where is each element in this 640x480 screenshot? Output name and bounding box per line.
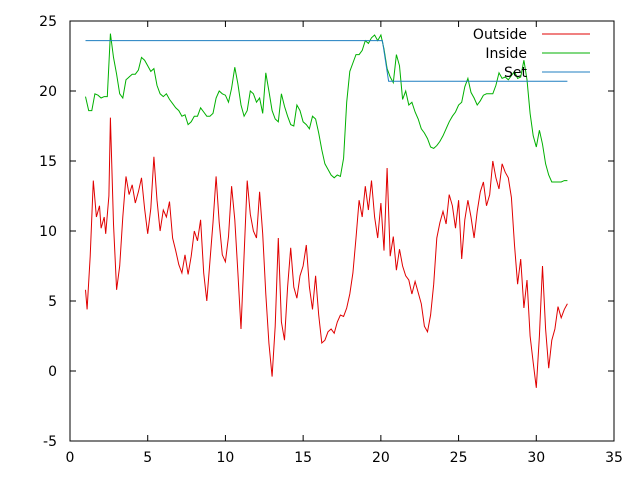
y-tick-label: 5 — [48, 294, 57, 310]
series-line-set — [85, 40, 568, 82]
x-tick-label: 0 — [66, 450, 75, 466]
series-line-inside — [85, 33, 568, 183]
x-axis: 0 5 10 15 20 25 30 35 — [66, 21, 623, 466]
y-axis: -5 0 5 10 15 20 25 — [39, 14, 614, 450]
x-tick-label: 25 — [450, 450, 468, 466]
y-tick-label: 20 — [39, 84, 57, 100]
x-tick-label: 20 — [372, 450, 390, 466]
x-tick-label: 5 — [143, 450, 152, 466]
legend-label-set: Set — [504, 65, 528, 81]
x-tick-label: 10 — [217, 450, 235, 466]
legend: Outside Inside Set — [473, 27, 590, 81]
y-tick-label: 0 — [48, 364, 57, 380]
series-lines — [85, 33, 568, 388]
x-tick-label: 30 — [527, 450, 545, 466]
legend-label-inside: Inside — [485, 46, 527, 62]
y-tick-label: 25 — [39, 14, 57, 30]
plot-frame — [69, 20, 615, 442]
x-tick-label: 15 — [294, 450, 312, 466]
y-tick-label: -5 — [43, 434, 57, 450]
x-tick-label: 35 — [605, 450, 623, 466]
y-tick-label: 10 — [39, 224, 57, 240]
series-line-outside — [85, 117, 568, 388]
y-tick-label: 15 — [39, 154, 57, 170]
legend-label-outside: Outside — [473, 27, 527, 43]
